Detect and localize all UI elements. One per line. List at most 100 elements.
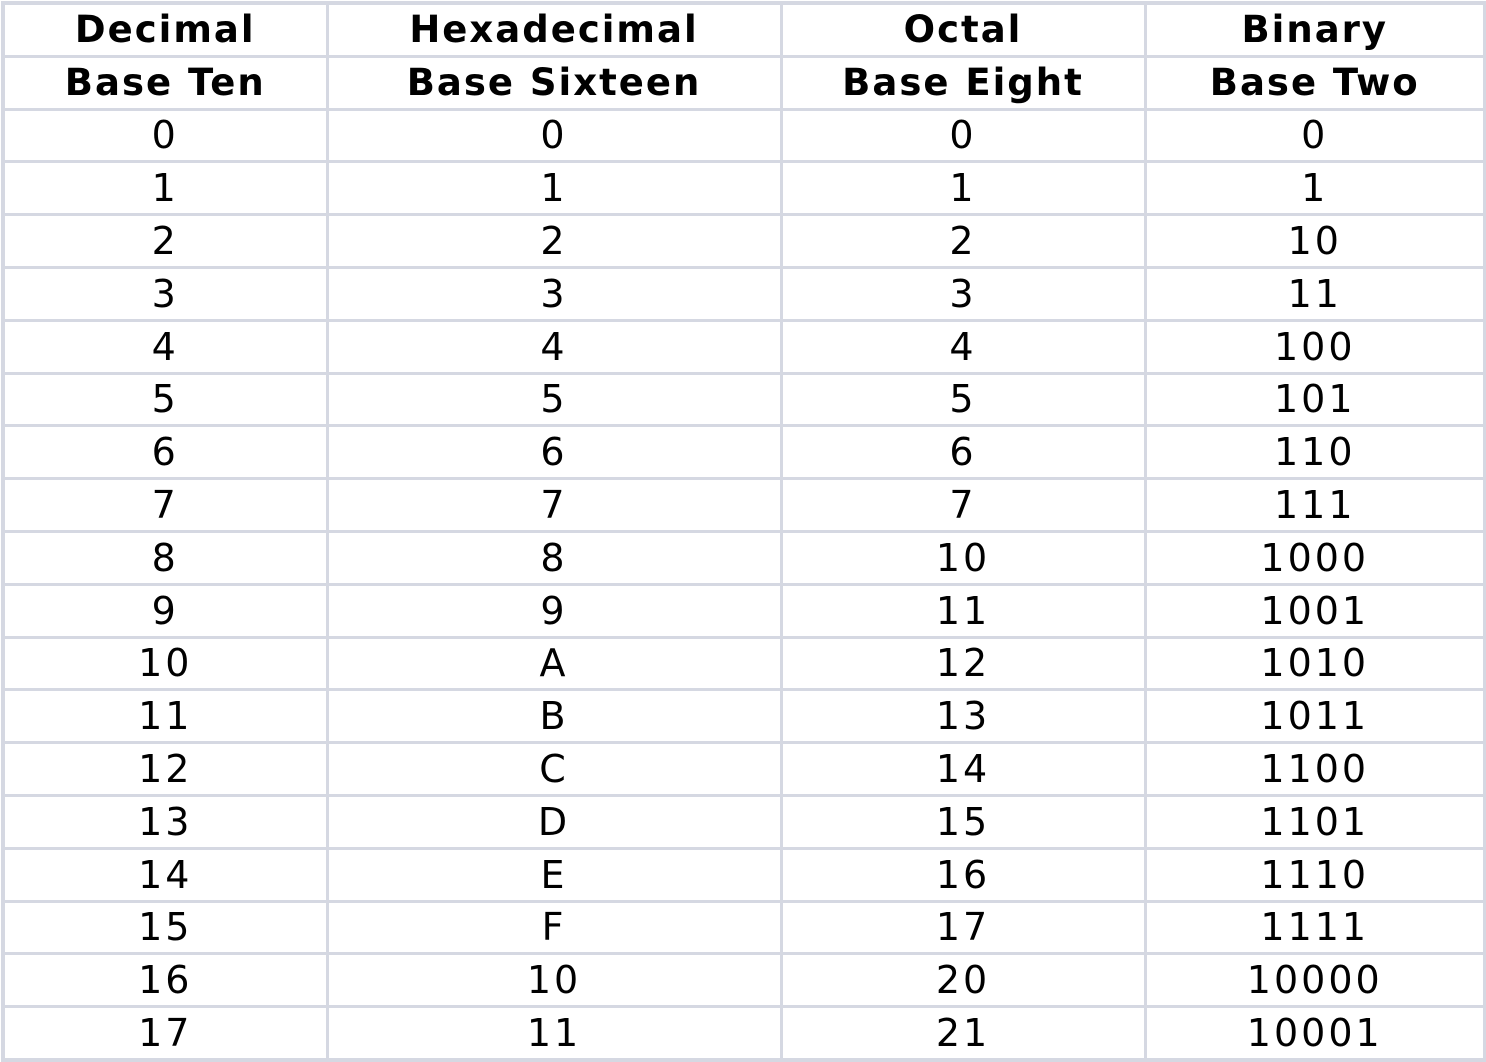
cell-binary: 1001 [1143,582,1486,639]
cell-decimal: 1 [1,160,329,217]
cell-binary: 101 [1143,371,1486,428]
cell-binary: 111 [1143,477,1486,533]
cell-hexadecimal: F [325,899,783,956]
table-row: 7 7 7 111 [1,477,1486,533]
table-body: 0 0 0 0 1 1 1 1 2 2 2 10 3 3 3 11 4 4 4 … [1,107,1486,1062]
table-row: 12 C 14 1100 [1,741,1486,797]
cell-decimal: 16 [1,952,329,1009]
cell-octal: 11 [779,582,1147,639]
cell-octal: 13 [779,688,1147,745]
cell-decimal: 0 [1,107,329,164]
table-row: 2 2 2 10 [1,213,1486,269]
cell-binary: 1011 [1143,688,1486,745]
cell-hexadecimal: 7 [325,477,783,533]
cell-hexadecimal: D [325,793,783,850]
header-base-ten: Base Ten [1,54,329,111]
cell-decimal: 15 [1,899,329,956]
cell-hexadecimal: C [325,741,783,797]
cell-octal: 21 [779,1005,1147,1062]
header-binary: Binary [1143,1,1486,58]
cell-octal: 12 [779,635,1147,692]
table-row: 15 F 17 1111 [1,899,1486,956]
table-row: 1 1 1 1 [1,160,1486,217]
cell-binary: 10000 [1143,952,1486,1009]
cell-hexadecimal: 3 [325,265,783,322]
cell-decimal: 9 [1,582,329,639]
cell-hexadecimal: 10 [325,952,783,1009]
cell-hexadecimal: 11 [325,1005,783,1062]
cell-hexadecimal: A [325,635,783,692]
cell-binary: 1000 [1143,529,1486,586]
cell-octal: 4 [779,318,1147,375]
table-row: 13 D 15 1101 [1,793,1486,850]
cell-binary: 1010 [1143,635,1486,692]
cell-binary: 1 [1143,160,1486,217]
cell-decimal: 10 [1,635,329,692]
cell-octal: 1 [779,160,1147,217]
cell-binary: 1111 [1143,899,1486,956]
cell-decimal: 13 [1,793,329,850]
table-row: 16 10 20 10000 [1,952,1486,1009]
cell-decimal: 7 [1,477,329,533]
cell-octal: 15 [779,793,1147,850]
cell-binary: 0 [1143,107,1486,164]
cell-decimal: 5 [1,371,329,428]
cell-decimal: 6 [1,424,329,481]
cell-hexadecimal: 6 [325,424,783,481]
cell-hexadecimal: 5 [325,371,783,428]
cell-hexadecimal: E [325,846,783,903]
cell-decimal: 2 [1,213,329,269]
cell-octal: 5 [779,371,1147,428]
cell-hexadecimal: 8 [325,529,783,586]
cell-binary: 10001 [1143,1005,1486,1062]
header-base-two: Base Two [1143,54,1486,111]
cell-octal: 0 [779,107,1147,164]
cell-hexadecimal: 9 [325,582,783,639]
table-row: 5 5 5 101 [1,371,1486,428]
table-row: 8 8 10 1000 [1,529,1486,586]
table-row: 6 6 6 110 [1,424,1486,481]
cell-octal: 2 [779,213,1147,269]
cell-octal: 10 [779,529,1147,586]
table-row: 3 3 3 11 [1,265,1486,322]
cell-binary: 100 [1143,318,1486,375]
header-base-sixteen: Base Sixteen [325,54,783,111]
cell-decimal: 8 [1,529,329,586]
cell-decimal: 17 [1,1005,329,1062]
cell-binary: 10 [1143,213,1486,269]
table-row: 4 4 4 100 [1,318,1486,375]
cell-decimal: 12 [1,741,329,797]
header-row-bases: Base Ten Base Sixteen Base Eight Base Tw… [1,54,1486,111]
cell-binary: 1100 [1143,741,1486,797]
table-row: 17 11 21 10001 [1,1005,1486,1062]
cell-hexadecimal: 4 [325,318,783,375]
cell-binary: 1110 [1143,846,1486,903]
cell-hexadecimal: B [325,688,783,745]
cell-decimal: 14 [1,846,329,903]
cell-octal: 14 [779,741,1147,797]
cell-octal: 16 [779,846,1147,903]
header-row-names: Decimal Hexadecimal Octal Binary [1,1,1486,58]
table-row: 9 9 11 1001 [1,582,1486,639]
cell-octal: 6 [779,424,1147,481]
table-row: 11 B 13 1011 [1,688,1486,745]
header-hexadecimal: Hexadecimal [325,1,783,58]
table-row: 14 E 16 1110 [1,846,1486,903]
cell-binary: 1101 [1143,793,1486,850]
table-row: 10 A 12 1010 [1,635,1486,692]
cell-octal: 20 [779,952,1147,1009]
cell-hexadecimal: 0 [325,107,783,164]
cell-decimal: 4 [1,318,329,375]
header-decimal: Decimal [1,1,329,58]
table-row: 0 0 0 0 [1,107,1486,164]
cell-octal: 3 [779,265,1147,322]
cell-octal: 17 [779,899,1147,956]
cell-hexadecimal: 2 [325,213,783,269]
cell-binary: 11 [1143,265,1486,322]
cell-decimal: 3 [1,265,329,322]
cell-binary: 110 [1143,424,1486,481]
header-base-eight: Base Eight [779,54,1147,111]
cell-hexadecimal: 1 [325,160,783,217]
table-header: Decimal Hexadecimal Octal Binary Base Te… [1,1,1486,111]
